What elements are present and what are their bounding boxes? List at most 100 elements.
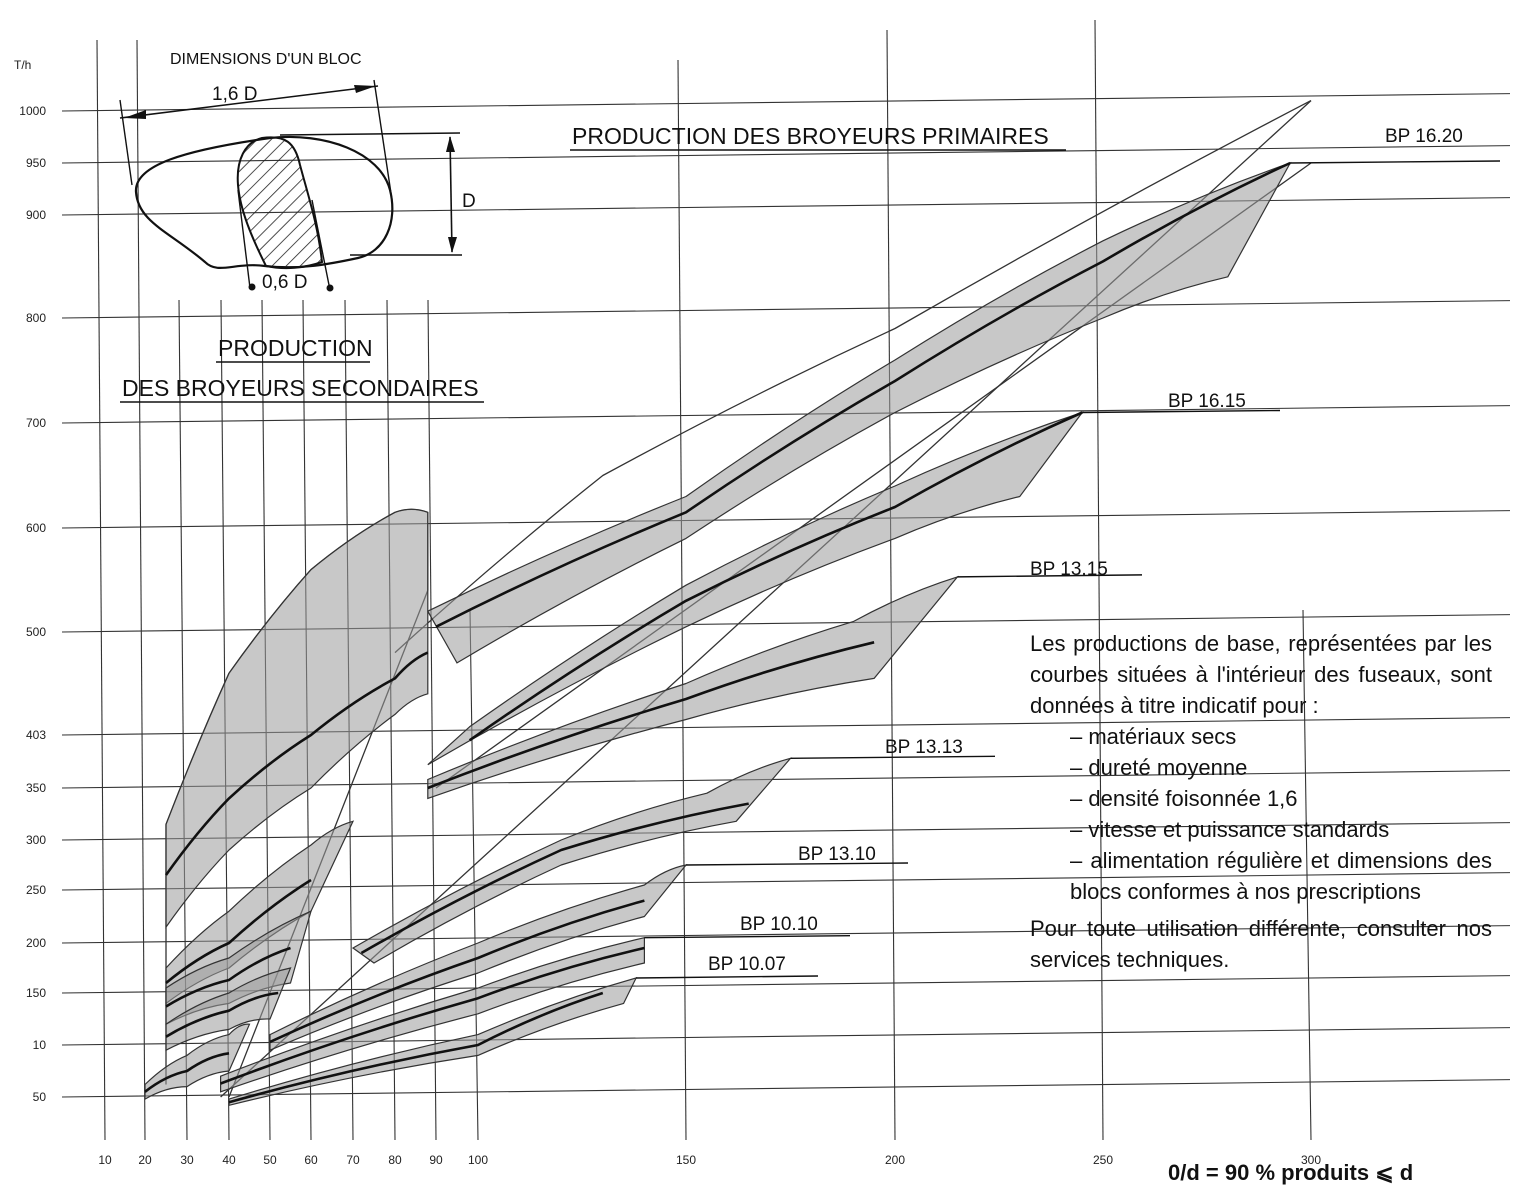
y-tick-label: 403	[26, 728, 46, 742]
grid-line-vertical	[469, 609, 479, 1141]
x-tick-label: 80	[388, 1153, 402, 1167]
curve-label-leader	[1082, 409, 1281, 414]
x-ticks: 10 20 30 40 50 60 70 80 90 100 150 200 250 300	[98, 1153, 1321, 1167]
secondary-series-3-base-curve	[165, 991, 279, 1038]
bands	[144, 161, 1292, 1107]
secondary-series-4-band	[144, 1023, 251, 1101]
primary-series-1-base-curve	[468, 411, 1083, 742]
width-extension-left	[237, 189, 251, 289]
secondary-series-0-band	[165, 508, 429, 929]
block-outline	[134, 135, 394, 270]
x-tick-label: 90	[429, 1153, 443, 1167]
grid-line-horizontal	[61, 975, 1511, 994]
y-tick-label: 950	[26, 156, 46, 170]
y-tick-label: 200	[26, 936, 46, 950]
length-extension-left	[119, 99, 133, 186]
length-extension-right	[373, 79, 393, 201]
primary-series-2-base-curve	[427, 641, 875, 790]
curve-label: BP 13.10	[798, 844, 876, 865]
grid-line-horizontal	[61, 93, 1511, 112]
secondary-title-line2: DES BROYEURS SECONDAIRES	[122, 375, 479, 401]
y-unit-label: T/h	[14, 58, 31, 72]
x-tick-label: 100	[468, 1153, 488, 1167]
block-length-label: 1,6 D	[212, 84, 257, 105]
note-footer: Pour toute utilisation différente, consu…	[1030, 916, 1492, 972]
primary-series-5-base-curve	[220, 946, 645, 1085]
secondary-series-2-base-curve	[165, 946, 291, 1008]
primary-series-2-band	[427, 575, 960, 800]
curve-label-leader	[685, 862, 909, 866]
note-list: matériaux secs dureté moyenne densité fo…	[1030, 721, 1492, 907]
grid-line-vertical	[886, 29, 896, 1141]
x-tick-label: 60	[304, 1153, 318, 1167]
curve-label: BP 10.07	[708, 954, 786, 975]
x-tick-label: 20	[138, 1153, 152, 1167]
grid-line-horizontal	[61, 145, 1511, 164]
primary-series-3-base-curve	[360, 802, 749, 955]
x-tick-label: 200	[885, 1153, 905, 1167]
y-tick-label: 700	[26, 416, 46, 430]
grid-line-horizontal	[61, 405, 1511, 424]
y-tick-label: 150	[26, 986, 46, 1000]
y-tick-label: 900	[26, 208, 46, 222]
x-tick-label: 70	[346, 1153, 360, 1167]
curve-label: BP 13.13	[885, 737, 963, 758]
length-dimension-line	[119, 85, 379, 119]
curve-label-leader	[644, 935, 851, 939]
grid-line-vertical	[96, 39, 106, 1141]
grid-line-vertical	[1094, 19, 1104, 1141]
note-item: densité foisonnée 1,6	[1070, 783, 1492, 814]
y-tick-label: 250	[26, 883, 46, 897]
secondary-series-1-base-curve	[165, 878, 312, 985]
primary-series-6-base-curve	[228, 991, 604, 1104]
curve-label-leader	[636, 975, 819, 979]
primary-series-3-band	[351, 757, 793, 964]
height-arrow-top	[446, 136, 455, 152]
length-arrow-right	[354, 85, 376, 93]
curve-label: BP 10.10	[740, 914, 818, 935]
curve-label-leader	[790, 755, 996, 760]
curve-labels: BP 16.20 BP 16.15 BP 13.15 BP 13.13 BP 13.10…	[636, 126, 1501, 979]
y-tick-label: 50	[33, 1090, 47, 1104]
grid-line-vertical	[136, 39, 146, 1141]
grid-line-vertical	[427, 299, 437, 1141]
y-tick-label: 500	[26, 625, 46, 639]
secondary-series-0-base-curve	[164, 651, 429, 876]
primary-series-0-base-curve	[435, 161, 1291, 628]
y-ticks: 50 10 150 200 250 300 350 403 500 600 700 800 900 950…	[19, 104, 46, 1104]
y-tick-label: 800	[26, 311, 46, 325]
primary-series-4-base-curve	[269, 899, 645, 1044]
block-height-label: D	[462, 191, 476, 212]
width-extension-right	[311, 199, 331, 291]
secondary-series-4-base-curve	[144, 1052, 230, 1093]
block-width-label: 0,6 D	[262, 272, 307, 293]
note-item: matériaux secs	[1070, 721, 1492, 752]
curve-label: BP 16.15	[1168, 391, 1246, 412]
grid-line-horizontal	[61, 300, 1511, 319]
note-item: vitesse et puissance standards	[1070, 814, 1492, 845]
note-item: dureté moyenne	[1070, 752, 1492, 783]
y-tick-label: 10	[33, 1038, 47, 1052]
x-tick-label: 300	[1301, 1153, 1321, 1167]
grid-line-horizontal	[61, 510, 1511, 529]
y-tick-label: 300	[26, 833, 46, 847]
width-dot-left	[248, 283, 256, 291]
block-title: DIMENSIONS D'UN BLOC	[170, 51, 362, 68]
primary-series-6-band	[228, 977, 638, 1107]
curve-label: BP 13.15	[1030, 559, 1108, 580]
x-tick-label: 250	[1093, 1153, 1113, 1167]
block-diagram: DIMENSIONS D'UN BLOC 1,6 D D 0,6 D	[119, 51, 476, 293]
curve-label: BP 16.20	[1385, 126, 1463, 147]
secondary-series-3-band	[165, 967, 292, 1052]
height-dimension-line	[449, 136, 453, 253]
secondary-title-line1: PRODUCTION	[218, 335, 373, 361]
x-tick-label: 50	[263, 1153, 277, 1167]
x-tick-label: 30	[180, 1153, 194, 1167]
curve-label-leader	[957, 574, 1143, 578]
length-arrow-left	[124, 110, 146, 119]
x-axis-title: 0/d = 90 % produits ⩽ d	[1168, 1160, 1414, 1185]
grid-line-horizontal	[61, 1027, 1511, 1046]
note-item: alimentation régulière et dimensions des…	[1070, 845, 1492, 907]
note-intro: Les productions de base, représentées pa…	[1030, 631, 1492, 718]
